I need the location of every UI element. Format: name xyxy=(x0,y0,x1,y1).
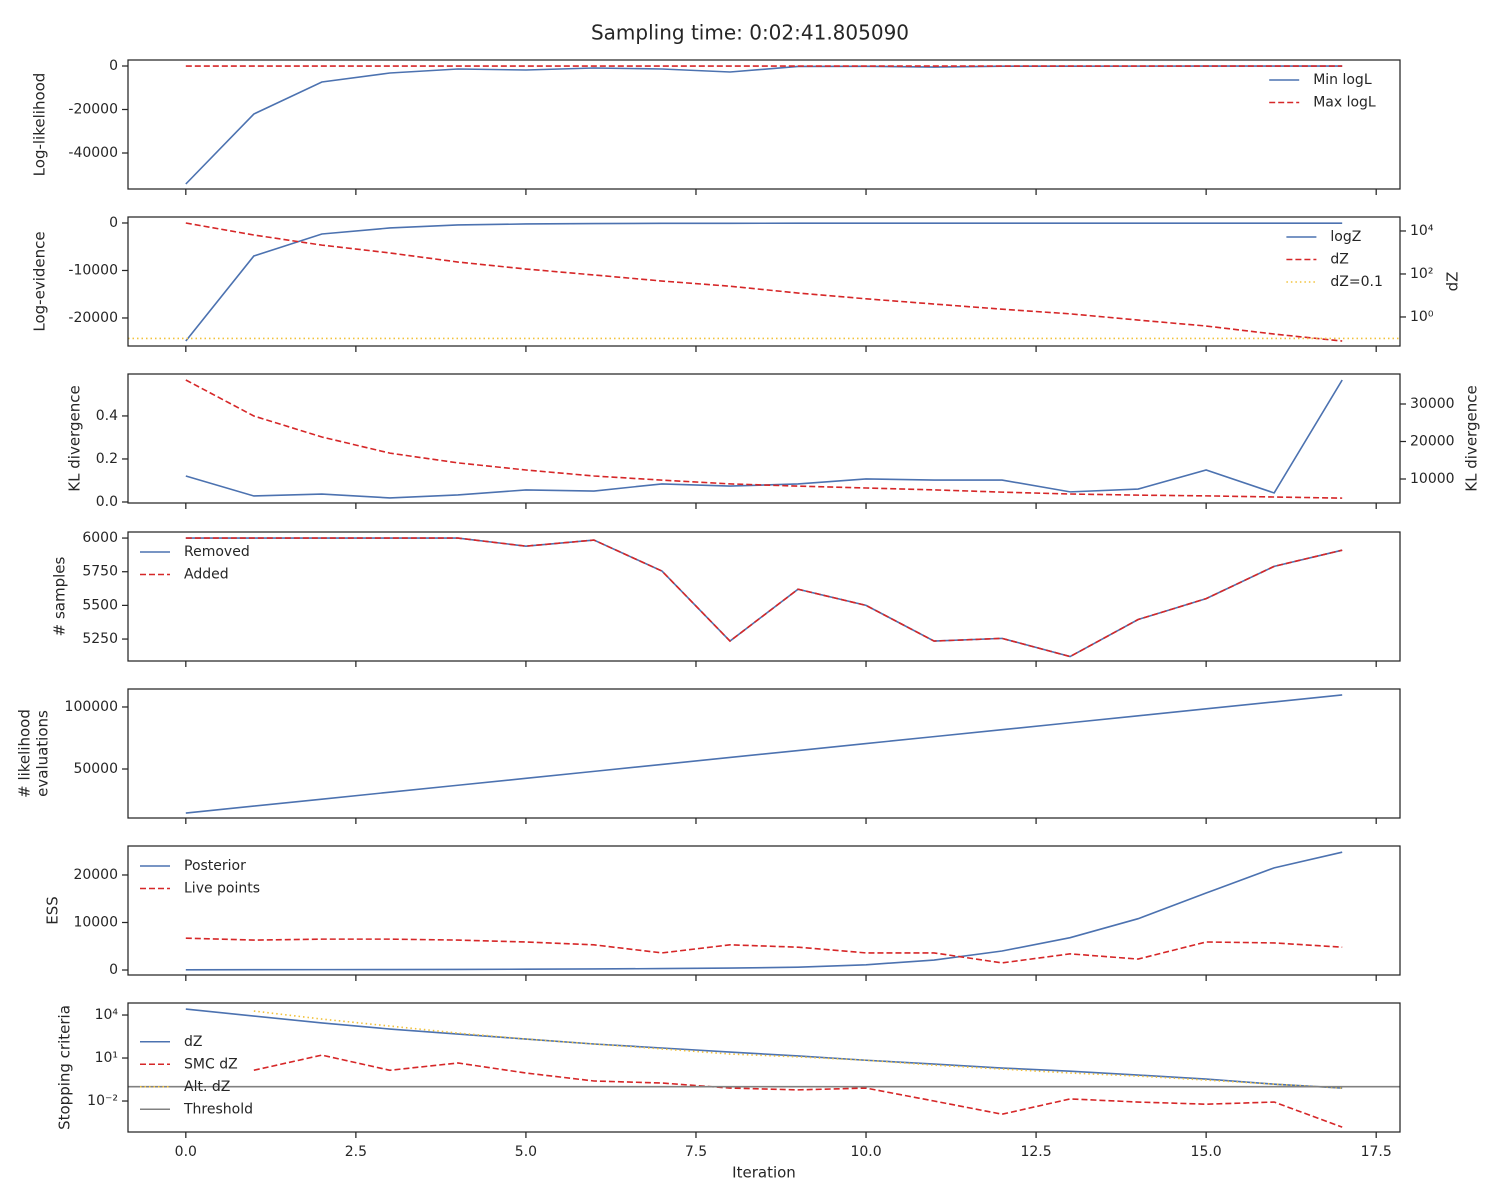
y-tick-label: 10⁻² xyxy=(87,1093,118,1109)
y-axis-label: ESS xyxy=(44,896,62,925)
y-tick-label: 50000 xyxy=(73,761,118,777)
y-axis-label: Log-likelihood xyxy=(31,73,49,177)
x-tick-label: 10.0 xyxy=(850,1144,881,1160)
figure-title: Sampling time: 0:02:41.805090 xyxy=(591,21,909,45)
y2-tick-label: 30000 xyxy=(1410,396,1455,412)
legend-label: Alt. dZ xyxy=(184,1079,230,1095)
axes-frame xyxy=(127,373,1401,504)
axes-frame xyxy=(127,59,1401,190)
y-axis-label: Log-evidence xyxy=(31,231,49,331)
x-tick-label: 12.5 xyxy=(1020,1144,1051,1160)
y-tick-label: 5500 xyxy=(82,597,118,613)
x-tick-label: 15.0 xyxy=(1191,1144,1222,1160)
data-line xyxy=(185,222,1343,342)
data-line xyxy=(253,1054,1343,1128)
data-line xyxy=(185,379,1343,499)
y2-axis-label: KL divergence xyxy=(1463,385,1481,491)
legend-label: Threshold xyxy=(183,1101,253,1117)
legend-label: SMC dZ xyxy=(184,1056,238,1072)
axes-frame xyxy=(127,1002,1401,1133)
y2-tick-label: 10⁴ xyxy=(1410,223,1434,239)
data-line xyxy=(185,222,1343,342)
legend-label: dZ=0.1 xyxy=(1330,274,1382,290)
y-tick-label: 5250 xyxy=(82,631,118,647)
data-line xyxy=(185,851,1343,971)
y-axis-label: KL divergence xyxy=(66,385,84,491)
x-tick-label: 7.5 xyxy=(685,1144,707,1160)
y-tick-label: 0 xyxy=(109,58,118,74)
data-line xyxy=(185,537,1343,658)
y-tick-label: 5750 xyxy=(82,564,118,580)
x-tick-label: 2.5 xyxy=(345,1144,367,1160)
y-axis-label: # likelihood xyxy=(16,709,34,798)
x-tick-label: 0.0 xyxy=(175,1144,197,1160)
legend-label: Live points xyxy=(184,881,260,897)
y-tick-label: 0 xyxy=(109,215,118,231)
legend-label: Max logL xyxy=(1313,95,1376,111)
data-line xyxy=(185,694,1343,814)
y-tick-label: 0.2 xyxy=(96,451,118,467)
y-tick-label: -10000 xyxy=(68,262,118,278)
legend-label: dZ xyxy=(184,1034,202,1050)
y-axis-label: Stopping criteria xyxy=(56,1005,74,1130)
legend-label: Posterior xyxy=(184,858,246,874)
legend-label: Removed xyxy=(184,544,250,560)
y2-tick-label: 10⁰ xyxy=(1410,309,1434,325)
y2-axis-label: dZ xyxy=(1444,272,1462,292)
data-line xyxy=(185,1008,1343,1089)
axes-frame xyxy=(127,216,1401,347)
x-axis-label: Iteration xyxy=(732,1164,796,1182)
y-tick-label: 10¹ xyxy=(95,1050,118,1066)
x-tick-label: 17.5 xyxy=(1361,1144,1392,1160)
data-line xyxy=(185,937,1343,964)
data-line xyxy=(185,537,1343,658)
y-tick-label: -20000 xyxy=(68,310,118,326)
y2-tick-label: 10² xyxy=(1410,266,1433,282)
legend-label: Min logL xyxy=(1313,72,1372,88)
x-tick-label: 5.0 xyxy=(515,1144,537,1160)
y-tick-label: 100000 xyxy=(65,699,118,715)
axes-frame xyxy=(127,531,1401,662)
y-tick-label: 0 xyxy=(109,962,118,978)
legend-label: dZ xyxy=(1330,252,1348,268)
data-line xyxy=(185,65,1343,185)
y-axis-label: # samples xyxy=(51,556,69,636)
y2-tick-label: 20000 xyxy=(1410,434,1455,450)
legend-label: Added xyxy=(184,567,229,583)
y-tick-label: 10⁴ xyxy=(95,1007,119,1023)
legend-label: logZ xyxy=(1330,229,1361,245)
y-tick-label: 0.4 xyxy=(96,408,118,424)
y-tick-label: 20000 xyxy=(73,867,118,883)
axes-frame xyxy=(127,845,1401,976)
y-tick-label: 10000 xyxy=(73,914,118,930)
axes-frame xyxy=(127,688,1401,819)
y-tick-label: 0.0 xyxy=(96,494,118,510)
y-axis-label: evaluations xyxy=(34,710,52,797)
y-tick-label: -40000 xyxy=(68,145,118,161)
data-line xyxy=(253,1010,1343,1089)
y-tick-label: -20000 xyxy=(68,102,118,118)
y2-tick-label: 10000 xyxy=(1410,471,1455,487)
y-tick-label: 6000 xyxy=(82,530,118,546)
